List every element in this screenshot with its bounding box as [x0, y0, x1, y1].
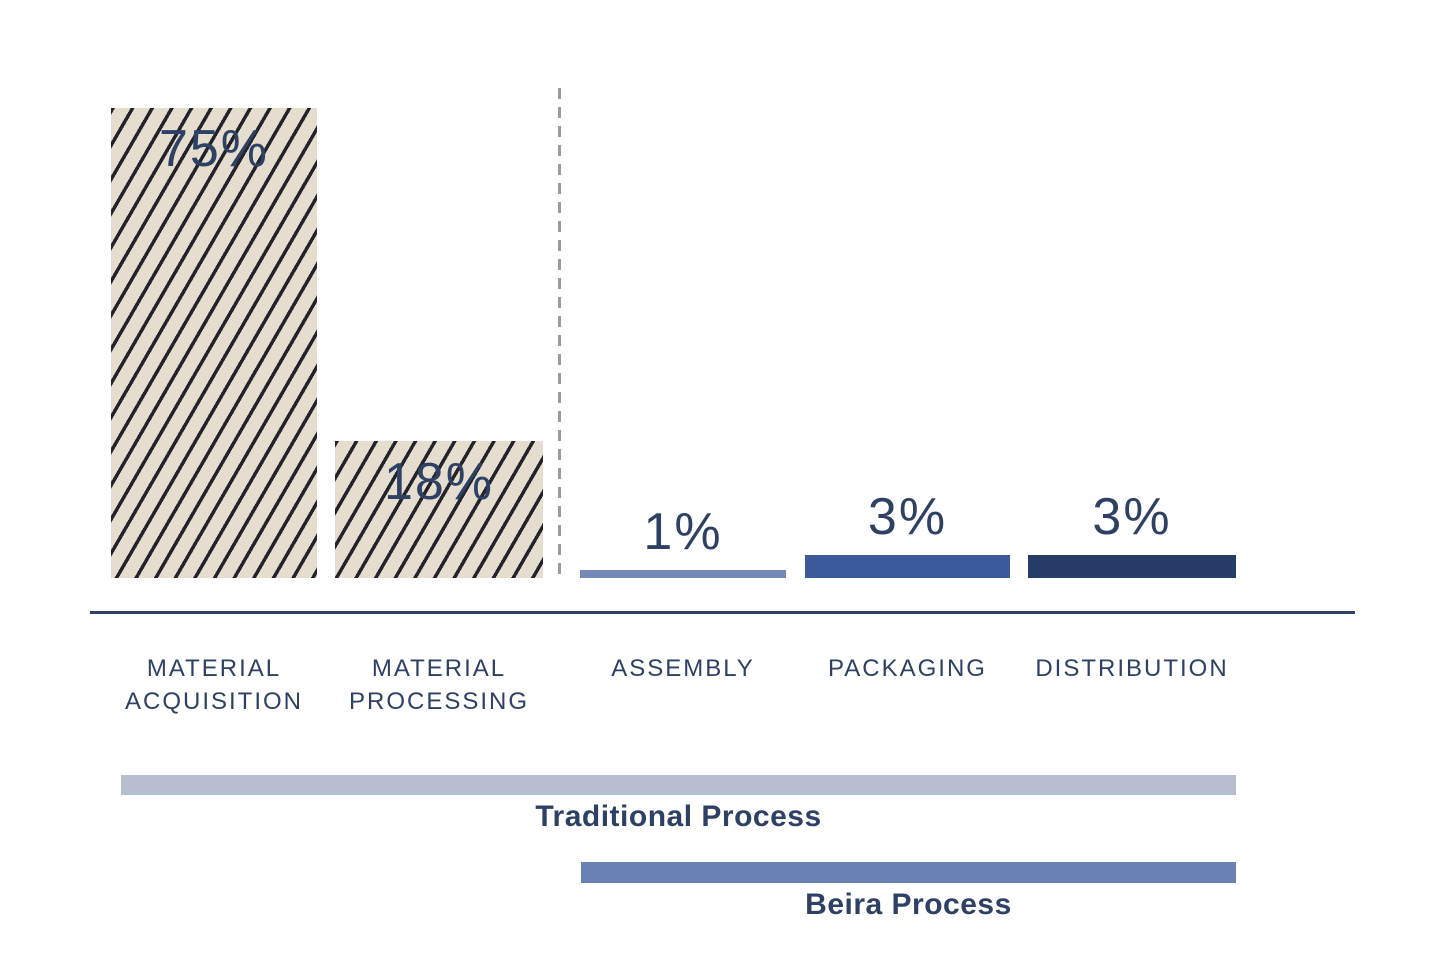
value-label-material-acquisition: 75% [158, 120, 270, 178]
category-line: MATERIAL [146, 655, 282, 682]
category-label-material-acquisition: MATERIAL ACQUISITION [54, 652, 374, 718]
beira-process-label: Beira Process [805, 888, 1012, 921]
bar-material-processing [335, 441, 543, 578]
beira-process-span-bar [581, 862, 1236, 883]
category-line: ASSEMBLY [611, 655, 755, 682]
bar-distribution [1028, 555, 1236, 578]
traditional-process-label: Traditional Process [535, 800, 822, 833]
value-label-distribution: 3% [1092, 488, 1172, 546]
category-label-distribution: DISTRIBUTION [972, 652, 1292, 685]
category-label-packaging: PACKAGING [748, 652, 1068, 685]
value-label-assembly: 1% [643, 503, 723, 561]
category-line: PROCESSING [348, 688, 530, 715]
value-label-material-processing: 18% [383, 453, 495, 511]
dashed-divider-line [558, 88, 561, 578]
category-line: PACKAGING [828, 655, 987, 682]
category-line: MATERIAL [371, 655, 507, 682]
traditional-process-span-bar [121, 775, 1236, 795]
bar-packaging [805, 555, 1010, 578]
category-line: ACQUISITION [124, 688, 303, 715]
category-label-assembly: ASSEMBLY [523, 652, 843, 685]
value-label-packaging: 3% [867, 488, 948, 546]
category-label-material-processing: MATERIAL PROCESSING [279, 652, 599, 718]
category-line: DISTRIBUTION [1035, 655, 1229, 682]
bar-assembly [580, 570, 786, 578]
bar-material-acquisition [111, 108, 317, 578]
x-axis-line [90, 611, 1355, 614]
